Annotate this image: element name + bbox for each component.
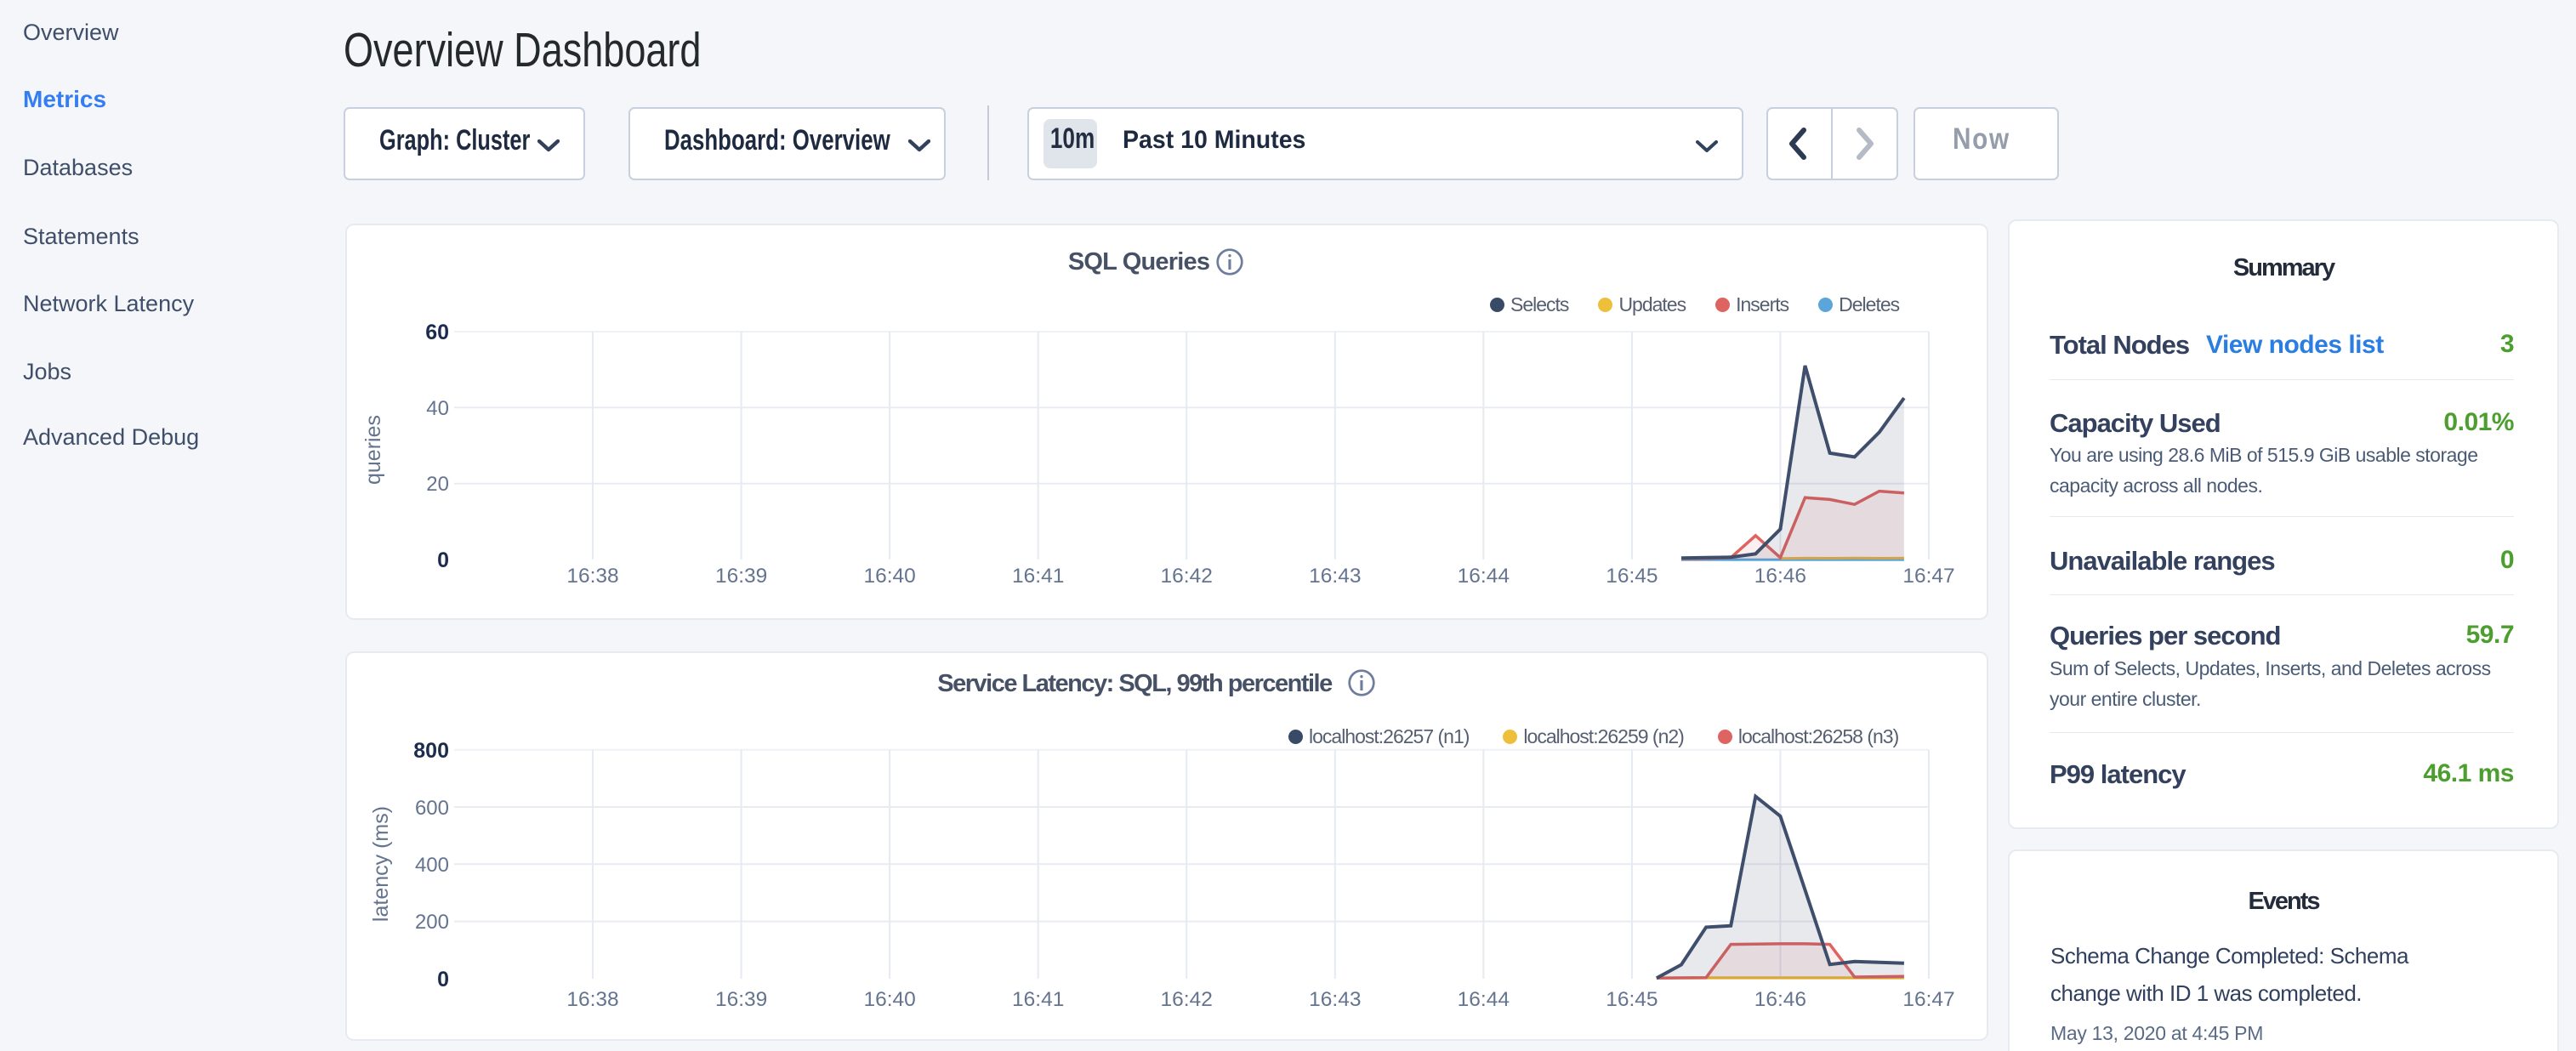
svg-text:16:40: 16:40	[863, 565, 915, 588]
svg-text:16:39: 16:39	[715, 565, 767, 588]
svg-text:40: 40	[426, 397, 449, 420]
svg-text:16:42: 16:42	[1161, 565, 1213, 588]
svg-text:16:46: 16:46	[1754, 988, 1806, 1011]
svg-text:16:40: 16:40	[863, 988, 915, 1011]
svg-text:16:43: 16:43	[1309, 988, 1361, 1011]
svg-text:16:44: 16:44	[1458, 565, 1510, 588]
svg-text:0: 0	[437, 548, 449, 572]
svg-text:0: 0	[437, 968, 449, 991]
svg-text:queries: queries	[361, 415, 385, 485]
svg-text:800: 800	[413, 739, 449, 763]
svg-text:16:38: 16:38	[566, 565, 618, 588]
svg-text:400: 400	[415, 854, 449, 877]
svg-text:16:45: 16:45	[1606, 565, 1658, 588]
svg-text:latency (ms): latency (ms)	[369, 806, 393, 922]
svg-text:600: 600	[415, 797, 449, 820]
svg-text:200: 200	[415, 911, 449, 934]
svg-text:16:42: 16:42	[1161, 988, 1213, 1011]
svg-text:20: 20	[426, 473, 449, 496]
svg-text:16:46: 16:46	[1754, 565, 1806, 588]
svg-text:16:43: 16:43	[1309, 565, 1361, 588]
svg-text:16:41: 16:41	[1012, 565, 1064, 588]
svg-text:16:41: 16:41	[1012, 988, 1064, 1011]
svg-text:16:45: 16:45	[1606, 988, 1658, 1011]
svg-text:16:47: 16:47	[1902, 988, 1954, 1011]
svg-text:16:47: 16:47	[1902, 565, 1954, 588]
svg-text:16:44: 16:44	[1458, 988, 1510, 1011]
svg-text:16:39: 16:39	[715, 988, 767, 1011]
svg-text:60: 60	[425, 321, 449, 344]
svg-text:16:38: 16:38	[566, 988, 618, 1011]
